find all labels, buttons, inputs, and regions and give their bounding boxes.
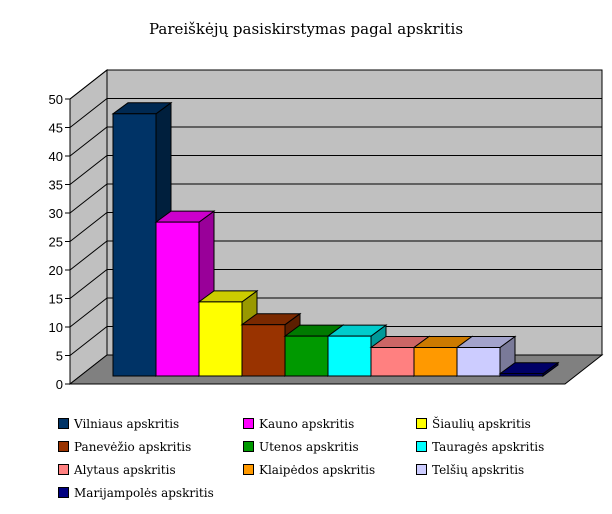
y-tick-label: 45 [49, 121, 63, 136]
y-tick-label: 0 [56, 377, 63, 392]
gridline [69, 98, 602, 128]
gridline [69, 69, 602, 100]
gridline [69, 240, 602, 271]
legend-swatch [58, 487, 69, 498]
legend-swatch [243, 441, 254, 452]
legend-label: Panevėžio apskritis [74, 440, 192, 454]
bar-front [284, 335, 329, 377]
legend-item: Telšių apskritis [416, 462, 524, 478]
legend-label: Marijampolės apskritis [74, 486, 214, 500]
legend-swatch [243, 464, 254, 475]
legend-label: Klaipėdos apskritis [259, 463, 376, 477]
legend-swatch [243, 418, 254, 429]
bar [111, 101, 173, 377]
legend-swatch [58, 464, 69, 475]
bar-front [456, 347, 501, 377]
chart-plot: 0 5 10 15 20 25 30 35 40 45 50 [49, 68, 604, 392]
gridline [69, 212, 602, 242]
y-tick-label: 10 [49, 320, 63, 335]
legend-swatch [416, 464, 427, 475]
legend-item: Tauragės apskritis [416, 439, 544, 455]
legend-label: Tauragės apskritis [432, 440, 545, 454]
bar [498, 361, 560, 377]
legend-item: Vilniaus apskritis [58, 416, 179, 432]
y-tick-label: 35 [49, 178, 63, 193]
bar-front [198, 301, 243, 377]
gridline [69, 326, 602, 356]
chart-title: Pareiškėjų pasiskirstymas pagal apskriti… [148, 20, 464, 38]
legend-swatch [416, 441, 427, 452]
legend-label: Kauno apskritis [259, 417, 355, 431]
bar [455, 335, 517, 377]
y-tick-label: 15 [49, 292, 63, 307]
bar-front [370, 347, 415, 377]
gridline [69, 269, 602, 299]
bar-front [499, 373, 544, 377]
legend-label: Telšių apskritis [432, 463, 525, 477]
legend-label: Alytaus apskritis [74, 463, 176, 477]
legend-item: Alytaus apskritis [58, 462, 176, 478]
y-tick-label: 50 [49, 92, 63, 107]
bar-front [413, 347, 458, 377]
gridline [69, 155, 602, 185]
legend-item: Klaipėdos apskritis [243, 462, 375, 478]
legend-label: Utenos apskritis [259, 440, 359, 454]
gridline [69, 183, 602, 214]
gridline [69, 297, 602, 328]
legend-swatch [58, 441, 69, 452]
legend-swatch [416, 418, 427, 429]
bar-front [241, 324, 286, 377]
y-tick-label: 25 [49, 235, 63, 250]
y-tick-label: 40 [49, 149, 63, 164]
bar-front [112, 113, 157, 377]
legend-item: Utenos apskritis [243, 439, 359, 455]
bar [154, 210, 216, 377]
bar-front [155, 221, 200, 377]
legend-item: Kauno apskritis [243, 416, 354, 432]
bar-front [327, 335, 372, 377]
legend-label: Vilniaus apskritis [74, 417, 180, 431]
y-tick-label: 30 [49, 206, 63, 221]
legend-swatch [58, 418, 69, 429]
legend-item: Marijampolės apskritis [58, 485, 214, 501]
legend-label: Šiaulių apskritis [432, 417, 531, 431]
gridline [69, 126, 602, 157]
legend-item: Šiaulių apskritis [416, 416, 531, 432]
y-tick-label: 20 [49, 263, 63, 278]
legend-item: Panevėžio apskritis [58, 439, 191, 455]
y-tick-label: 5 [56, 349, 63, 364]
